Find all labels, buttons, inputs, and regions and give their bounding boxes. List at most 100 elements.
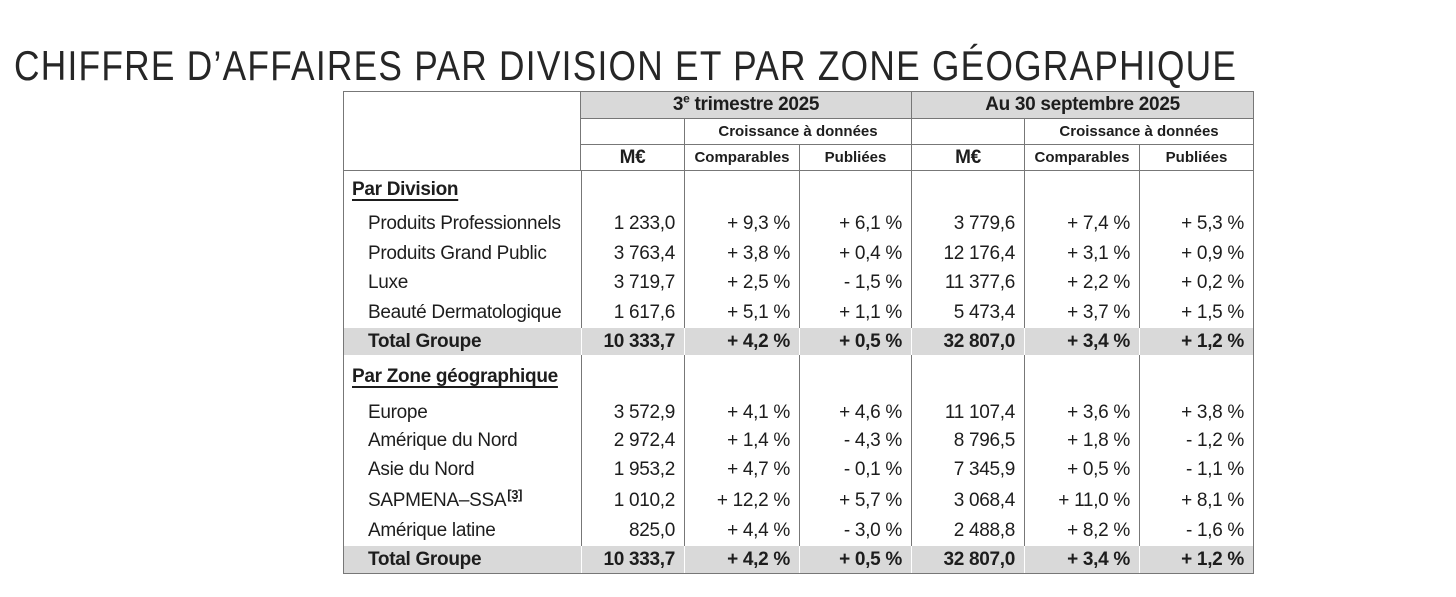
page-title: CHIFFRE D’AFFAIRES PAR DIVISION ET PAR Z… [14,42,1238,90]
cell-ytd-comparables: + 8,2 % [1024,516,1139,546]
table-row-produits-professionnels: Produits Professionnels 1 233,0 + 9,3 % … [344,208,1253,240]
cell-q3-comparables: + 4,7 % [684,454,799,486]
total-label: Total Groupe [344,546,581,573]
revenue-table: 3e trimestre 2025 Au 30 septembre 2025 C… [343,91,1255,574]
cell-q3-publiees: - 0,1 % [799,454,911,486]
cell-q3-comparables: + 4,2 % [684,546,799,573]
table-row-asie-du-nord: Asie du Nord 1 953,2 + 4,7 % - 0,1 % 7 3… [344,454,1253,486]
cell-ytd-meur: 11 107,4 [911,399,1024,427]
cell-ytd-comparables: + 1,8 % [1024,427,1139,454]
cell-ytd-publiees: + 1,2 % [1139,546,1254,573]
section-label: Par Zone géographique [352,366,558,387]
col-header-publiees-ytd: Publiées [1139,145,1254,171]
cell-q3-publiees: + 0,5 % [799,546,912,573]
cell-q3-comparables: + 4,4 % [684,516,799,546]
cell-q3-comparables: + 4,1 % [684,399,799,427]
total-label: Total Groupe [344,328,581,355]
section-label: Par Division [352,178,459,200]
header-row-growth: Croissance à données Croissance à donnée… [344,119,1254,145]
section-row-par-zone-geographique: Par Zone géographique [344,355,1253,399]
total-row-zones: Total Groupe 10 333,7 + 4,2 % + 0,5 % 32… [344,546,1254,573]
header-row-periods: 3e trimestre 2025 Au 30 septembre 2025 [344,92,1254,171]
col-group-ytd-sept-2025: Au 30 septembre 2025 [911,92,1254,119]
q3-label-prefix: 3 [672,94,684,115]
footnote-3-link[interactable]: [3] [507,486,523,502]
total-row-divisions: Total Groupe 10 333,7 + 4,2 % + 0,5 % 32… [344,328,1254,355]
cell-q3-publiees: + 5,7 % [799,486,911,516]
empty-cell [799,171,911,208]
row-label: Amérique latine [368,520,496,541]
cell-ytd-comparables: + 7,4 % [1024,208,1139,240]
cell-q3-meur: 3 763,4 [581,240,684,267]
cell-ytd-publiees: + 8,1 % [1139,486,1253,516]
cell-ytd-meur: 5 473,4 [911,298,1024,328]
cell-q3-meur: 3 719,7 [581,267,684,298]
cell-ytd-publiees: + 3,8 % [1139,399,1253,427]
cell-ytd-publiees: + 1,5 % [1139,298,1253,328]
cell-q3-comparables: + 3,8 % [684,240,799,267]
row-label: Produits Professionnels [368,213,561,234]
empty-cell [1139,171,1253,208]
table-row-produits-grand-public: Produits Grand Public 3 763,4 + 3,8 % + … [344,240,1253,267]
empty-cell [911,119,1025,145]
cell-q3-meur: 1 953,2 [581,454,684,486]
cell-ytd-meur: 12 176,4 [911,240,1024,267]
table-row-europe: Europe 3 572,9 + 4,1 % + 4,6 % 11 107,4 … [344,399,1253,427]
table-row-amerique-latine: Amérique latine 825,0 + 4,4 % - 3,0 % 2 … [344,516,1253,546]
cell-q3-comparables: + 12,2 % [684,486,799,516]
col-group-q3-2025: 3e trimestre 2025 [581,92,912,119]
cell-q3-meur: 3 572,9 [581,399,684,427]
col-header-comparables-ytd: Comparables [1024,145,1140,171]
cell-ytd-meur: 32 807,0 [911,328,1025,355]
table-row-beaute-dermatologique: Beauté Dermatologique 1 617,6 + 5,1 % + … [344,298,1253,328]
empty-cell [1024,171,1139,208]
cell-ytd-meur: 2 488,8 [911,516,1024,546]
cell-ytd-publiees: + 5,3 % [1139,208,1253,240]
cell-q3-publiees: - 3,0 % [799,516,911,546]
cell-q3-meur: 10 333,7 [581,328,684,355]
empty-cell [1139,355,1253,399]
cell-q3-comparables: + 1,4 % [684,427,799,454]
cell-ytd-comparables: + 11,0 % [1024,486,1139,516]
cell-q3-meur: 2 972,4 [581,427,684,454]
table-row-luxe: Luxe 3 719,7 + 2,5 % - 1,5 % 11 377,6 + … [344,267,1253,298]
row-label: Amérique du Nord [368,429,518,451]
empty-cell [684,355,799,399]
row-label-text: SAPMENA–SSA [368,490,507,511]
cell-ytd-meur: 8 796,5 [911,427,1024,454]
cell-ytd-comparables: + 3,4 % [1024,328,1140,355]
cell-ytd-meur: 32 807,0 [911,546,1025,573]
cell-q3-meur: 10 333,7 [581,546,684,573]
cell-ytd-comparables: + 2,2 % [1024,267,1139,298]
empty-cell [911,355,1024,399]
row-label: Beauté Dermatologique [368,302,562,323]
cell-ytd-meur: 11 377,6 [911,267,1024,298]
cell-q3-comparables: + 4,2 % [684,328,799,355]
cell-q3-meur: 1 233,0 [581,208,684,240]
cell-q3-publiees: + 4,6 % [799,399,911,427]
cell-q3-comparables: + 9,3 % [684,208,799,240]
cell-q3-meur: 1 617,6 [581,298,684,328]
cell-ytd-comparables: + 0,5 % [1024,454,1139,486]
cell-q3-publiees: + 1,1 % [799,298,911,328]
cell-q3-publiees: - 4,3 % [799,427,911,454]
cell-ytd-publiees: - 1,6 % [1139,516,1253,546]
col-header-meur-ytd: M€ [911,145,1025,171]
empty-cell [911,171,1024,208]
cell-q3-publiees: + 0,4 % [799,240,911,267]
cell-q3-publiees: + 6,1 % [799,208,911,240]
cell-ytd-publiees: + 1,2 % [1139,328,1254,355]
cell-ytd-comparables: + 3,7 % [1024,298,1139,328]
col-header-publiees-q3: Publiées [799,145,912,171]
cell-ytd-publiees: + 0,2 % [1139,267,1253,298]
empty-cell [799,355,911,399]
header-row-columns: M€ Comparables Publiées M€ Comparables P… [344,145,1254,171]
cell-ytd-publiees: - 1,1 % [1139,454,1253,486]
empty-cell [581,355,684,399]
cell-q3-comparables: + 5,1 % [684,298,799,328]
cell-q3-comparables: + 2,5 % [684,267,799,298]
cell-q3-publiees: + 0,5 % [799,328,912,355]
cell-ytd-publiees: + 0,9 % [1139,240,1253,267]
empty-cell [581,119,684,145]
cell-ytd-comparables: + 3,4 % [1024,546,1140,573]
